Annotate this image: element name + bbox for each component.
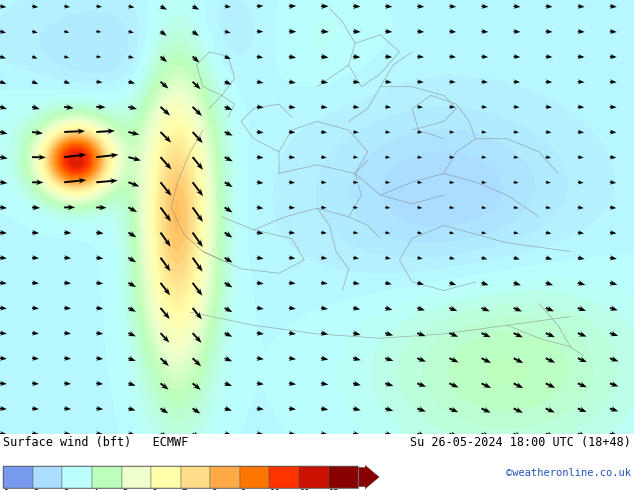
Bar: [33, 466, 62, 488]
Text: ©weatheronline.co.uk: ©weatheronline.co.uk: [506, 468, 631, 478]
Bar: [328, 466, 358, 488]
Bar: [269, 466, 299, 488]
Bar: [92, 466, 122, 488]
Bar: [181, 466, 210, 488]
Text: Su 26-05-2024 18:00 UTC (18+48): Su 26-05-2024 18:00 UTC (18+48): [410, 437, 631, 449]
Bar: [240, 466, 269, 488]
Text: Surface wind (bft)   ECMWF: Surface wind (bft) ECMWF: [3, 437, 188, 449]
Bar: [122, 466, 151, 488]
Bar: [151, 466, 181, 488]
FancyArrow shape: [359, 466, 379, 489]
Bar: [62, 466, 92, 488]
Bar: [3, 466, 358, 488]
Bar: [3, 466, 33, 488]
Bar: [210, 466, 240, 488]
Bar: [299, 466, 328, 488]
